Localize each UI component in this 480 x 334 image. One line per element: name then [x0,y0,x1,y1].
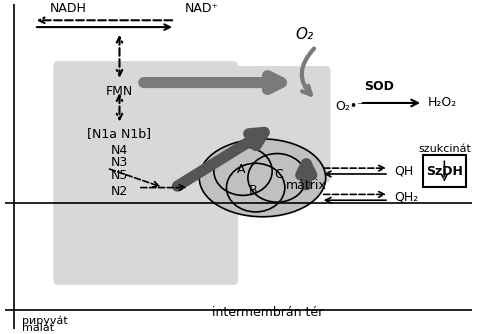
Text: szukcinát: szukcinát [418,144,471,154]
Text: intermembrán tér: intermembrán tér [212,306,323,319]
Text: C: C [275,168,283,181]
Ellipse shape [199,139,326,217]
Text: [N1a N1b]: [N1a N1b] [87,127,152,140]
Text: NADH: NADH [49,2,86,15]
FancyBboxPatch shape [53,61,238,285]
Text: N5: N5 [111,169,128,182]
Text: NAD⁺: NAD⁺ [185,2,219,15]
Text: A: A [237,163,245,176]
Text: B: B [249,184,257,197]
Text: QH: QH [394,165,413,178]
Text: QH₂: QH₂ [394,191,418,204]
FancyBboxPatch shape [423,156,466,187]
Text: FMN: FMN [106,86,133,99]
Text: SOD: SOD [364,80,394,93]
Text: N2: N2 [111,185,128,198]
Text: N4: N4 [111,144,128,157]
Text: H₂O₂: H₂O₂ [428,97,457,110]
Text: mátrix: mátrix [286,179,326,192]
Text: SzDH: SzDH [426,165,463,178]
Text: malát: malát [22,323,54,333]
Text: O₂•⁻: O₂•⁻ [336,100,364,113]
Text: N3: N3 [111,156,128,169]
Text: pируvát: pируvát [22,315,68,326]
FancyBboxPatch shape [156,66,331,183]
Text: O₂: O₂ [295,27,313,42]
